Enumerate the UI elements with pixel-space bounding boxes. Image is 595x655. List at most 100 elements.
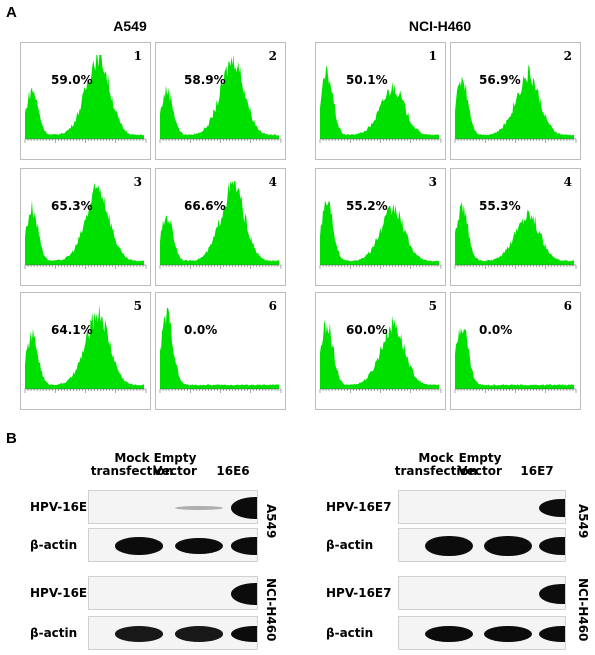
blot-strip [88,528,258,562]
histogram-fill [320,315,439,389]
histogram-plot [454,327,577,393]
blot-row-label: β-actin [326,626,374,640]
histogram-index: 6 [563,299,572,313]
histogram-index: 4 [268,175,277,189]
flow-histogram: 56.9% 2 [450,42,581,160]
blot-strip [88,576,258,610]
blot-cell-line-label: A549 [576,504,590,539]
blot-band [539,583,565,605]
histogram-plot [24,182,147,269]
histogram-index: 2 [563,49,572,63]
blot-row-label: HPV-16E7 [326,500,392,514]
histogram-plot [159,181,282,269]
flow-histogram: 66.6% 4 [155,168,286,286]
percent-positive: 64.1% [51,323,93,337]
blot-row-label: β-actin [30,626,78,640]
blot-lane-header: Empty Vector [458,451,502,478]
flow-group-title: A549 [113,18,147,34]
percent-positive: 55.2% [346,199,388,213]
histogram-fill [25,305,144,389]
histogram-index: 1 [428,49,437,63]
blot-row-label: HPV-16E6 [30,586,96,600]
blot-row-label: HPV-16E7 [326,586,392,600]
percent-positive: 66.6% [184,199,226,213]
histogram-fill [455,201,574,265]
percent-positive: 0.0% [479,323,513,337]
percent-positive: 60.0% [346,323,388,337]
histogram-fill [320,200,439,265]
histogram-plot [159,307,282,393]
flow-group-title: NCI-H460 [408,18,472,34]
histogram-fill [455,65,574,139]
blot-band [174,537,223,555]
blot-band [483,625,532,643]
blot-row-label: β-actin [326,538,374,552]
blot-cell-line-label: NCI-H460 [264,578,278,642]
histogram-plot [24,55,147,143]
flow-histogram: 50.1% 1 [315,42,446,160]
percent-positive: 0.0% [184,323,218,337]
blot-band [174,506,223,510]
blot-strip [88,616,258,650]
blot-lane-header: Empty Vector [153,451,197,478]
flow-histogram: 58.9% 2 [155,42,286,160]
flow-histogram: 55.2% 3 [315,168,446,286]
histogram-index: 3 [133,175,142,189]
histogram-fill [455,327,574,389]
flow-histogram: 65.3% 3 [20,168,151,286]
percent-positive: 59.0% [51,73,93,87]
blot-strip [88,490,258,524]
flow-histogram: 64.1% 5 [20,292,151,410]
panel-b-label: B [6,430,17,447]
blot-strip [398,490,566,524]
blot-strip [398,616,566,650]
blot-band [539,625,565,643]
histogram-plot [454,65,577,143]
blot-lane-header: 16E7 [520,464,554,478]
percent-positive: 65.3% [51,199,93,213]
histogram-fill [320,64,439,139]
percent-positive: 50.1% [346,73,388,87]
flow-histogram: 60.0% 5 [315,292,446,410]
histogram-index: 6 [268,299,277,313]
blot-band [115,537,164,555]
blot-lane-header: 16E6 [216,464,250,478]
blot-band [231,497,257,519]
blot-band [231,625,257,643]
percent-positive: 56.9% [479,73,521,87]
blot-lane-header: Mock transfection [90,451,174,478]
blot-band [231,537,257,555]
flow-histogram: 55.3% 4 [450,168,581,286]
histogram-plot [319,200,442,269]
histogram-index: 5 [428,299,437,313]
blot-band [539,498,565,518]
blot-strip [398,528,566,562]
histogram-index: 1 [133,49,142,63]
histogram-fill [160,307,279,389]
blot-band [174,626,223,642]
blot-row-label: HPV-16E6 [30,500,96,514]
histogram-fill [25,55,144,139]
histogram-index: 4 [563,175,572,189]
blot-cell-line-label: A549 [264,504,278,539]
percent-positive: 55.3% [479,199,521,213]
histogram-index: 3 [428,175,437,189]
blot-band [539,536,565,556]
blot-strip [398,576,566,610]
histogram-fill [25,182,144,265]
flow-histogram: 0.0% 6 [450,292,581,410]
flow-histogram: 0.0% 6 [155,292,286,410]
percent-positive: 58.9% [184,73,226,87]
blot-cell-line-label: NCI-H460 [576,578,590,642]
histogram-plot [454,201,577,269]
flow-histogram: 59.0% 1 [20,42,151,160]
blot-band [115,626,164,642]
panel-a-label: A [6,4,17,21]
blot-band [483,535,532,557]
blot-row-label: β-actin [30,538,78,552]
histogram-plot [159,55,282,143]
histogram-plot [319,64,442,143]
histogram-fill [160,181,279,265]
histogram-fill [160,55,279,139]
